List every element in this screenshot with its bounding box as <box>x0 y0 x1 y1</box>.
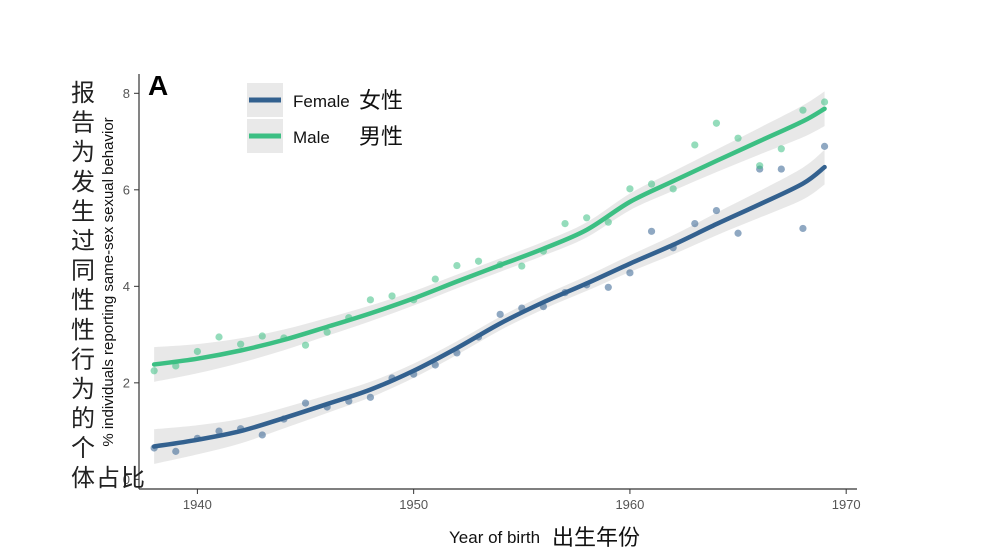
fit-lines <box>151 106 827 449</box>
y-axis-label-zh-char: 的 <box>71 405 95 433</box>
legend-label-female-zh: 女性 <box>359 89 403 114</box>
male-data-point <box>691 141 699 149</box>
male-data-point <box>777 145 785 153</box>
y-axis-label-zh-char: 占 <box>96 464 120 492</box>
male-data-point <box>626 185 634 193</box>
panel-label: A <box>148 70 168 101</box>
female-data-point <box>820 142 829 150</box>
male-data-point <box>193 347 201 356</box>
y-axis-label-zh: 报告为发生过同性性行为的个体占比 <box>71 79 145 492</box>
female-data-point <box>301 399 310 407</box>
y-axis-label-zh-char: 为 <box>71 138 95 166</box>
female-data-point <box>496 310 504 318</box>
female-data-point <box>215 427 223 435</box>
x-axis-ticks: 1940 1950 1960 1970 <box>183 489 861 512</box>
x-tick-label: 1950 <box>399 497 428 512</box>
legend-label-male-zh: 男性 <box>359 125 403 150</box>
y-axis-label: % individuals reporting same-sex sexual … <box>100 117 117 446</box>
male-data-point <box>215 333 223 341</box>
y-axis-label-zh-char: 行 <box>71 345 95 373</box>
female-data-point <box>258 431 266 439</box>
male-data-point <box>647 180 656 188</box>
legend-label-female: Female <box>293 92 350 111</box>
y-axis-label-zh-char: 比 <box>121 464 145 492</box>
y-axis-label-zh-char: 体 <box>71 464 95 492</box>
female-data-point <box>647 227 656 235</box>
y-tick-label: 6 <box>123 182 130 197</box>
y-axis-label-zh-char: 为 <box>71 375 95 403</box>
male-data-point <box>474 257 483 265</box>
female-data-point <box>799 224 807 233</box>
female-fit-line <box>151 164 827 449</box>
male-data-point <box>323 328 331 336</box>
male-data-point <box>258 332 266 340</box>
y-axis-label-zh-char: 同 <box>71 257 95 285</box>
y-axis-label-zh-char: 过 <box>71 227 95 255</box>
male-data-point <box>799 106 807 114</box>
female-data-point <box>366 393 375 401</box>
male-data-point <box>734 134 742 142</box>
female-data-point <box>777 165 785 173</box>
x-tick-label: 1940 <box>183 497 212 512</box>
y-axis-label-zh-char: 性 <box>71 286 95 314</box>
female-confidence-ribbon <box>154 149 825 464</box>
female-data-point <box>604 283 612 291</box>
legend-label-male: Male <box>293 128 330 147</box>
y-axis-label-zh-char: 发 <box>71 168 95 196</box>
y-axis-label-zh-char: 告 <box>71 109 95 137</box>
male-data-point <box>431 275 439 283</box>
y-axis-label-zh-char: 生 <box>71 197 95 225</box>
female-data-point <box>172 447 180 455</box>
female-data-point <box>691 219 699 228</box>
male-data-point <box>820 98 829 106</box>
male-data-point <box>583 214 591 222</box>
y-tick-label: 4 <box>123 279 130 294</box>
male-fit-line <box>151 106 827 367</box>
y-axis-label-zh-char: 个 <box>71 434 95 462</box>
male-data-point <box>712 119 721 127</box>
male-data-point <box>669 185 677 193</box>
male-data-point <box>453 261 461 270</box>
x-tick-label: 1970 <box>832 497 861 512</box>
female-data-point <box>734 229 742 237</box>
male-data-point <box>561 219 569 228</box>
male-data-point <box>301 341 310 349</box>
female-data-point <box>712 206 721 215</box>
y-axis-ticks: 0 2 4 6 8 <box>123 86 139 487</box>
x-axis-label: Year of birth <box>449 528 540 547</box>
legend: Female 女性 Male 男性 <box>247 83 403 153</box>
male-data-point <box>604 218 612 226</box>
female-data-point <box>626 269 634 277</box>
y-axis-label-zh-char: 性 <box>71 316 95 344</box>
male-data-point <box>150 367 158 375</box>
male-data-point <box>518 262 526 270</box>
y-tick-label: 8 <box>123 86 130 101</box>
y-axis-label-zh-char: 报 <box>71 79 95 107</box>
male-data-point <box>388 292 396 300</box>
y-tick-label: 0 <box>123 472 130 487</box>
male-data-point <box>366 296 375 304</box>
x-axis-label-zh: 出生年份 <box>552 526 640 551</box>
male-data-point <box>756 162 764 170</box>
male-data-point <box>237 340 245 348</box>
x-tick-label: 1960 <box>615 497 644 512</box>
y-tick-label: 2 <box>123 375 130 390</box>
